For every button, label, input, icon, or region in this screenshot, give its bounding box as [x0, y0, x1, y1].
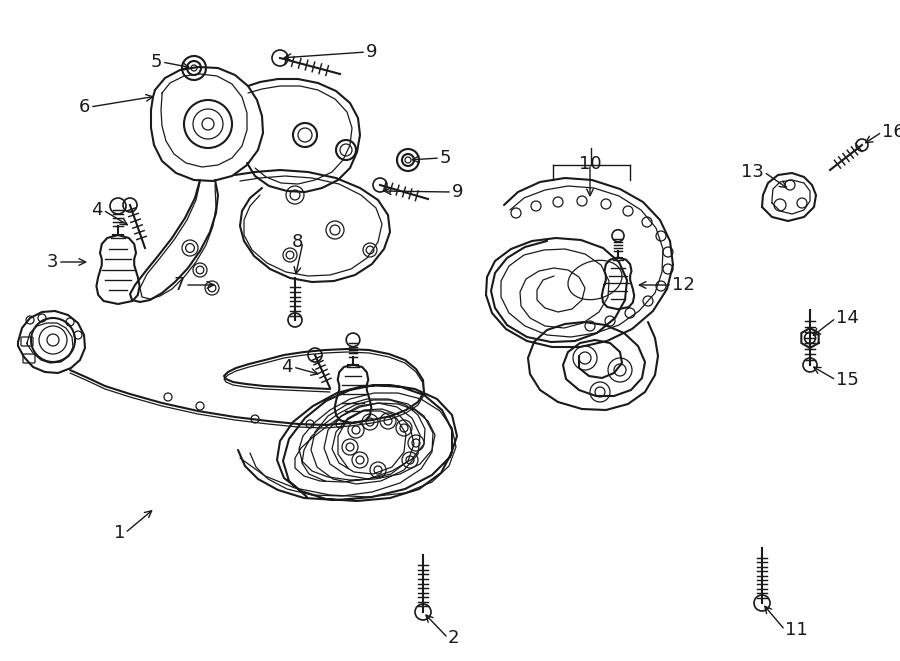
Text: 1: 1 — [113, 524, 125, 542]
PathPatch shape — [18, 311, 85, 373]
Text: 3: 3 — [47, 253, 58, 271]
PathPatch shape — [762, 173, 816, 221]
Text: 8: 8 — [292, 233, 303, 251]
Text: 4: 4 — [92, 201, 103, 219]
Text: 10: 10 — [579, 155, 601, 173]
Text: 4: 4 — [282, 358, 293, 376]
Text: 9: 9 — [366, 43, 377, 61]
Text: 11: 11 — [785, 621, 808, 639]
Text: 5: 5 — [440, 149, 452, 167]
Text: 9: 9 — [452, 183, 464, 201]
Text: 15: 15 — [836, 371, 859, 389]
Text: 7: 7 — [174, 276, 185, 294]
Text: 16: 16 — [882, 123, 900, 141]
PathPatch shape — [151, 67, 263, 181]
Text: 12: 12 — [672, 276, 695, 294]
Text: 13: 13 — [741, 163, 764, 181]
Text: 2: 2 — [448, 629, 460, 647]
Text: 6: 6 — [78, 98, 90, 116]
Text: 14: 14 — [836, 309, 859, 327]
Text: 5: 5 — [150, 53, 162, 71]
